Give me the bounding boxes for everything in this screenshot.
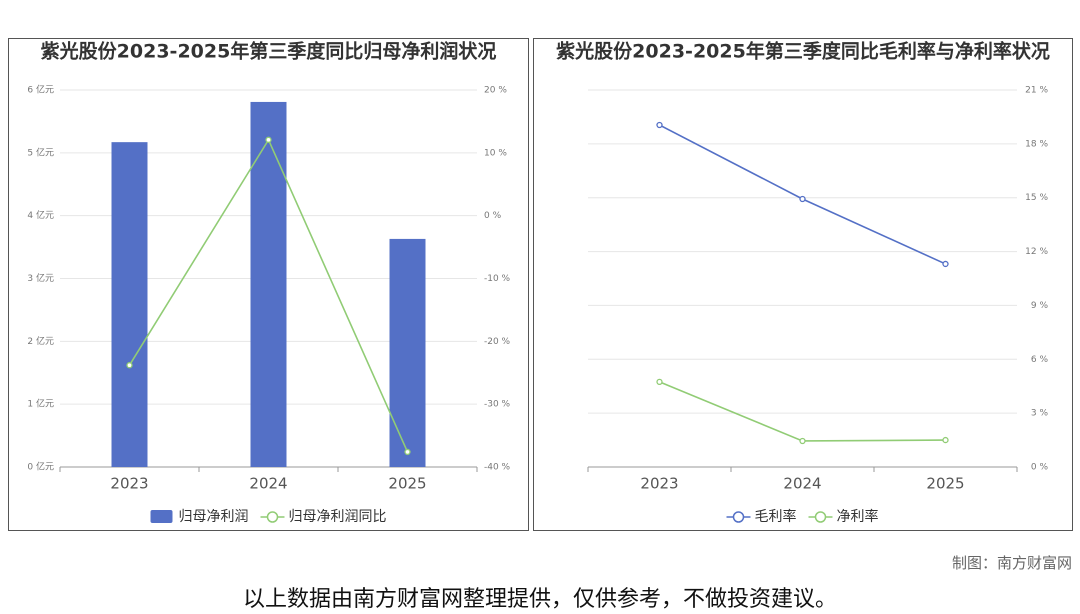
y2-tick-label: -20 % bbox=[484, 337, 511, 347]
y2-tick-label: -40 % bbox=[484, 463, 511, 473]
frame bbox=[533, 38, 1073, 531]
legend-label: 归母净利润同比 bbox=[289, 508, 387, 525]
y-tick-label: 3 亿元 bbox=[27, 272, 54, 284]
point bbox=[799, 437, 806, 445]
point bbox=[126, 362, 133, 369]
legend-swatch bbox=[814, 511, 827, 523]
legend-label: 归母净利润 bbox=[179, 508, 249, 525]
credit: 制图：南方财富网 bbox=[951, 554, 1072, 572]
point bbox=[942, 260, 949, 268]
y-tick-label: 1 亿元 bbox=[27, 398, 54, 410]
bar bbox=[111, 142, 148, 467]
x-tick-label: 2023 bbox=[110, 475, 148, 493]
y2-tick-label: 20 % bbox=[484, 86, 507, 96]
y2-tick-label: -30 % bbox=[484, 400, 511, 410]
x-tick-label: 2025 bbox=[388, 475, 426, 493]
y-tick-label: 9 % bbox=[1031, 301, 1049, 311]
legend-swatch bbox=[150, 510, 173, 523]
point bbox=[942, 436, 949, 444]
line bbox=[659, 381, 946, 442]
point bbox=[656, 378, 663, 386]
point bbox=[799, 195, 806, 203]
chart-title: 紫光股份2023-2025年第三季度同比毛利率与净利率状况 bbox=[556, 40, 1050, 63]
x-tick-label: 2024 bbox=[249, 475, 287, 493]
y-tick-label: 0 亿元 bbox=[27, 461, 54, 473]
y-tick-label: 0 % bbox=[1031, 463, 1049, 473]
legend-swatch bbox=[732, 511, 745, 523]
y-tick-label: 18 % bbox=[1025, 139, 1048, 149]
x-tick-label: 2025 bbox=[926, 475, 964, 493]
y-tick-label: 15 % bbox=[1025, 193, 1048, 203]
bar bbox=[250, 101, 287, 468]
bar bbox=[389, 238, 426, 467]
y-tick-label: 4 亿元 bbox=[27, 209, 54, 221]
chart-left: 紫光股份2023-2025年第三季度同比归母净利润状况 0 亿元 1 亿元 2 亿元 3… bbox=[8, 38, 529, 531]
chart-right: 紫光股份2023-2025年第三季度同比毛利率与净利率状况 0 % 3 % 6 % 9 … bbox=[533, 38, 1073, 531]
disclaimer: 以上数据由南方财富网整理提供，仅供参考，不做投资建议。 bbox=[242, 587, 837, 612]
y2-tick-label: 0 % bbox=[484, 211, 502, 221]
x-tick-label: 2023 bbox=[640, 475, 678, 493]
y-tick-label: 2 亿元 bbox=[27, 335, 54, 347]
y2-tick-label: 10 % bbox=[484, 148, 507, 158]
point bbox=[404, 448, 411, 456]
y2-tick-label: -10 % bbox=[484, 274, 511, 284]
chart-title: 紫光股份2023-2025年第三季度同比归母净利润状况 bbox=[41, 40, 497, 63]
y-tick-label: 6 亿元 bbox=[27, 84, 54, 96]
y-tick-label: 5 亿元 bbox=[27, 146, 54, 158]
point bbox=[656, 121, 663, 129]
frame bbox=[8, 38, 529, 531]
y-tick-label: 6 % bbox=[1031, 355, 1049, 365]
x-tick-label: 2024 bbox=[783, 475, 821, 493]
legend-label: 毛利率 bbox=[755, 508, 797, 525]
legend-swatch bbox=[266, 511, 279, 523]
line bbox=[659, 124, 946, 265]
point bbox=[265, 136, 272, 143]
legend-label: 净利率 bbox=[837, 508, 879, 525]
y-tick-label: 12 % bbox=[1025, 247, 1048, 257]
y-tick-label: 3 % bbox=[1031, 409, 1049, 419]
y-tick-label: 21 % bbox=[1025, 86, 1048, 96]
